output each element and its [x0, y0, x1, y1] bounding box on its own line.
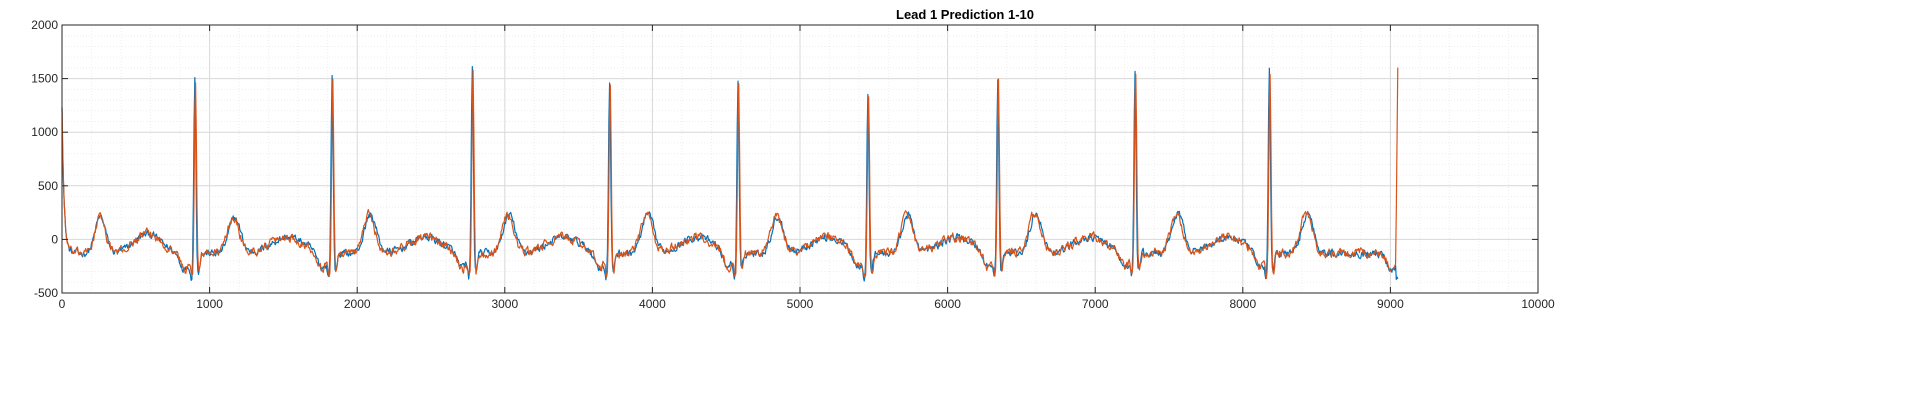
y-tick-label: 0	[51, 232, 58, 246]
chart-title: Lead 1 Prediction 1-10	[896, 7, 1034, 22]
axes	[61, 24, 1539, 294]
y-tick-label: 500	[38, 179, 58, 193]
x-tick-label: 5000	[787, 297, 814, 311]
x-tick-label: 9000	[1377, 297, 1404, 311]
series-line-1	[61, 66, 1399, 282]
x-tick-label: 1000	[196, 297, 223, 311]
x-tick-label: 3000	[491, 297, 518, 311]
y-tick-label: 1000	[31, 125, 58, 139]
series-layer	[61, 66, 1399, 282]
x-tick-label: 7000	[1082, 297, 1109, 311]
x-tick-label: 8000	[1229, 297, 1256, 311]
y-tick-label: 1500	[31, 72, 58, 86]
y-tick-label: -500	[34, 286, 58, 300]
tick-labels: 0 1000 2000 3000 4000 5000 6000 7000 8000 9000 100…	[31, 18, 1555, 311]
series-line-2	[61, 67, 1399, 280]
x-tick-label: 6000	[934, 297, 961, 311]
x-tick-label: 10000	[1521, 297, 1555, 311]
y-tick-label: 2000	[31, 18, 58, 32]
x-tick-label: 0	[59, 297, 66, 311]
x-tick-label: 4000	[639, 297, 666, 311]
grid	[61, 24, 1539, 294]
x-tick-label: 2000	[344, 297, 371, 311]
